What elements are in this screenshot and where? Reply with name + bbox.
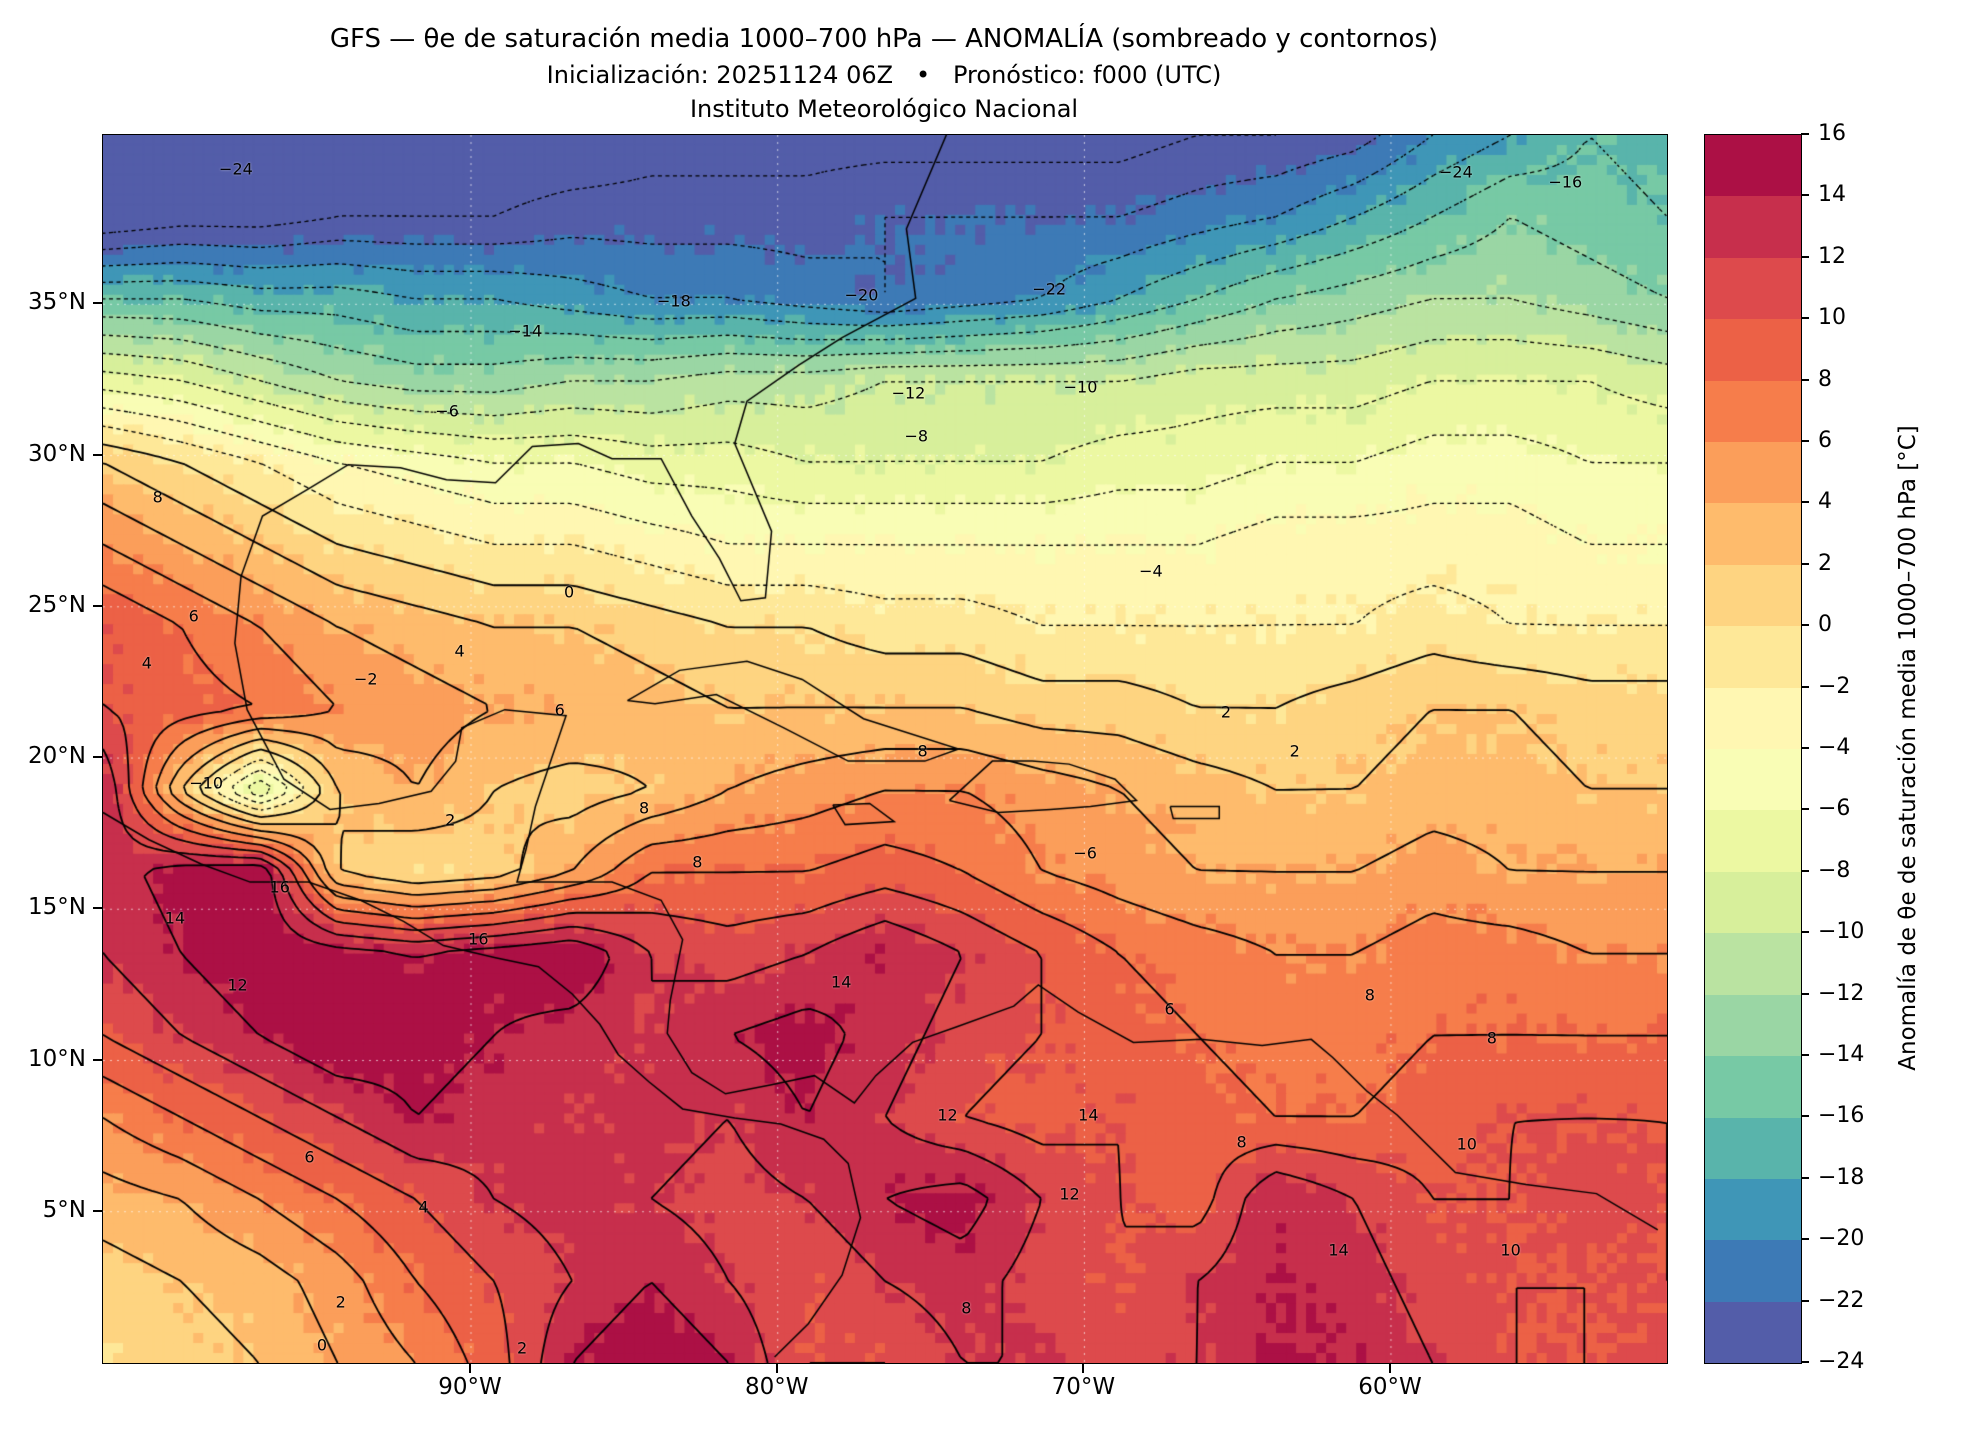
y-tick-label: 5°N [42, 1196, 86, 1223]
colorbar-tick-mark [1801, 624, 1809, 627]
colorbar-tick-mark [1801, 501, 1809, 504]
colorbar-tick-label: 16 [1818, 121, 1846, 146]
chart-subtitle-institute: Instituto Meteorológico Nacional [689, 95, 1079, 123]
y-tick-mark [93, 1209, 102, 1212]
colorbar-label: Anomalía de θe de saturación media 1000–… [1895, 425, 1921, 1071]
colorbar-tick-label: −16 [1818, 1103, 1865, 1129]
x-tick-label: 90°W [438, 1374, 502, 1400]
colorbar-tick-mark [1801, 931, 1809, 934]
x-tick-mark [775, 1364, 778, 1373]
colorbar-tick-label: −18 [1818, 1164, 1865, 1190]
y-tick-label: 10°N [28, 1045, 86, 1072]
colorbar-segment [1705, 933, 1801, 995]
y-tick-mark [93, 453, 102, 456]
colorbar-tick-label: −24 [1818, 1349, 1865, 1374]
x-tick-mark [1082, 1364, 1085, 1373]
colorbar-tick-mark [1801, 1361, 1809, 1363]
colorbar-tick-label: 4 [1818, 489, 1832, 515]
colorbar-tick-mark [1801, 562, 1809, 565]
colorbar-segment [1705, 196, 1801, 258]
y-tick-mark [93, 756, 102, 759]
colorbar-tick-label: 0 [1818, 612, 1832, 638]
colorbar-segment [1705, 871, 1801, 934]
colorbar-tick-label: −10 [1818, 919, 1865, 945]
colorbar-tick-mark [1801, 378, 1809, 381]
colorbar-tick-mark [1801, 440, 1809, 442]
y-tick-mark [93, 604, 102, 607]
y-tick-mark [93, 907, 102, 910]
colorbar-segment [1705, 994, 1801, 1057]
colorbar-segment [1705, 135, 1801, 197]
colorbar-tick-label: 6 [1818, 428, 1832, 453]
colorbar-tick-mark [1801, 992, 1809, 995]
colorbar-segment [1705, 564, 1801, 627]
colorbar-tick-label: 10 [1818, 305, 1846, 331]
colorbar-tick-label: 12 [1818, 243, 1846, 269]
colorbar-tick-mark [1801, 747, 1809, 749]
colorbar-segment [1705, 319, 1801, 381]
colorbar-segment [1705, 1117, 1801, 1179]
colorbar-tick-mark [1801, 194, 1809, 197]
colorbar-segment [1705, 626, 1801, 688]
colorbar-segment [1705, 1056, 1801, 1118]
colorbar-segment [1705, 749, 1801, 811]
colorbar-segment [1705, 1178, 1801, 1241]
colorbar [1704, 134, 1802, 1364]
y-tick-label: 15°N [28, 894, 86, 921]
colorbar-tick-label: −8 [1818, 857, 1851, 883]
colorbar-segment [1705, 442, 1801, 504]
colorbar-tick-label: −2 [1818, 673, 1851, 699]
colorbar-tick-mark [1801, 1054, 1809, 1056]
y-tick-label: 25°N [28, 591, 86, 618]
chart-title: GFS — θe de saturación media 1000–700 hP… [329, 24, 1439, 54]
title-block: GFS — θe de saturación media 1000–700 hP… [0, 20, 1768, 126]
colorbar-tick-label: −12 [1818, 980, 1865, 1006]
colorbar-tick-mark [1801, 808, 1809, 811]
colorbar-segment [1705, 1240, 1801, 1302]
colorbar-tick-mark [1801, 685, 1809, 688]
colorbar-tick-label: 14 [1818, 182, 1846, 208]
x-tick-label: 60°W [1358, 1374, 1422, 1400]
colorbar-tick-mark [1801, 1176, 1809, 1179]
y-tick-mark [93, 1058, 102, 1061]
y-tick-mark [93, 302, 102, 305]
colorbar-segment [1705, 1301, 1801, 1364]
x-tick-label: 70°W [1051, 1374, 1116, 1400]
colorbar-tick-label: 8 [1818, 366, 1832, 392]
y-tick-label: 30°N [28, 440, 86, 467]
y-tick-label: 20°N [28, 743, 86, 770]
colorbar-tick-mark [1801, 255, 1809, 258]
y-tick-label: 35°N [28, 289, 86, 316]
chart-subtitle-init: Inicialización: 20251124 06Z • Pronóstic… [546, 61, 1222, 89]
x-tick-mark [1388, 1364, 1391, 1373]
colorbar-tick-mark [1801, 869, 1809, 872]
colorbar-segment [1705, 257, 1801, 320]
colorbar-segment [1705, 687, 1801, 750]
colorbar-tick-label: −4 [1818, 735, 1851, 760]
map-plot-area: −24 −24 −16 −18 −20 −22 −14 −12 −10 −8 −6 −4 0 8 6 4 −2 4… [102, 134, 1668, 1364]
colorbar-segment [1705, 380, 1801, 443]
colorbar-tick-label: −6 [1818, 796, 1851, 822]
colorbar-tick-label: −20 [1818, 1226, 1865, 1252]
colorbar-tick-label: 2 [1818, 550, 1832, 576]
anomaly-map-canvas [103, 135, 1667, 1363]
x-tick-mark [469, 1364, 471, 1373]
colorbar-tick-label: −14 [1818, 1042, 1865, 1067]
x-tick-label: 80°W [744, 1374, 809, 1400]
colorbar-tick-mark [1801, 317, 1809, 320]
colorbar-segment [1705, 810, 1801, 872]
colorbar-tick-mark [1801, 1299, 1809, 1302]
colorbar-tick-mark [1801, 133, 1809, 135]
colorbar-segment [1705, 503, 1801, 565]
colorbar-tick-mark [1801, 1238, 1809, 1241]
colorbar-tick-mark [1801, 1115, 1809, 1118]
colorbar-tick-label: −22 [1818, 1287, 1865, 1313]
